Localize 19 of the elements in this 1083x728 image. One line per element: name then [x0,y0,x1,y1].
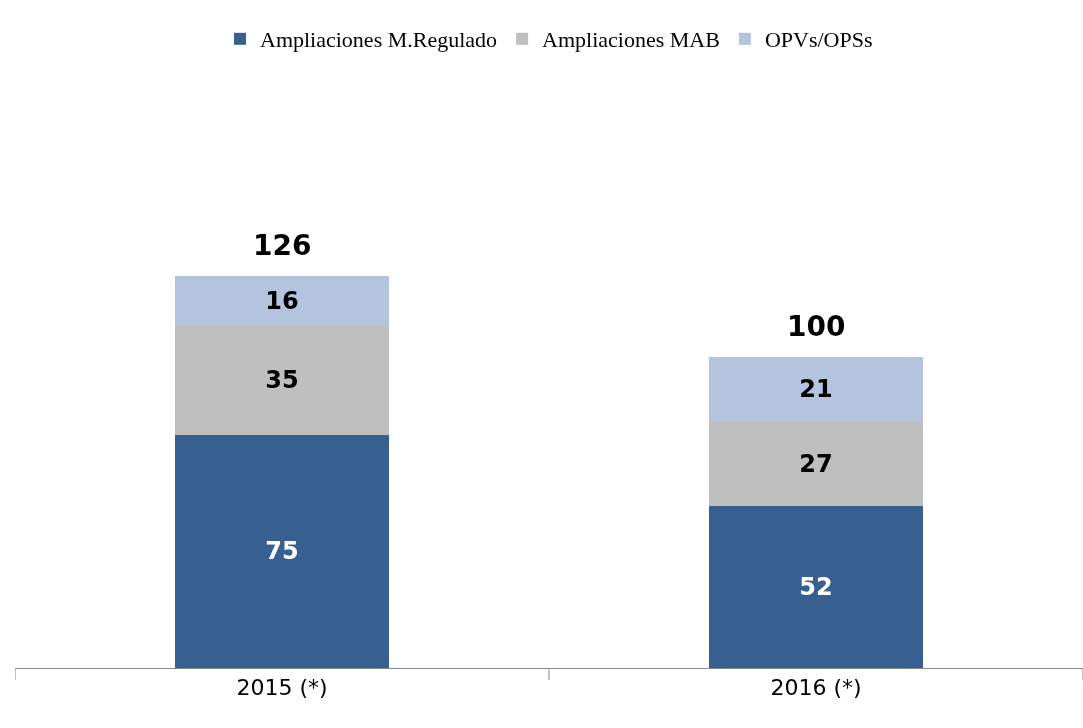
x-tick-label: 2016 (*) [770,675,862,701]
legend-label: Ampliaciones M.Regulado [260,27,498,53]
x-tick-label: 2015 (*) [236,675,328,701]
legend-label: OPVs/OPSs [764,27,873,53]
bar [709,422,923,507]
bar [709,506,923,668]
data-label: 16 [265,286,299,315]
bar [175,325,389,435]
data-label: 35 [265,366,299,395]
total-label: 126 [253,229,312,262]
bar [709,356,923,423]
data-label: 75 [265,537,299,566]
data-label: 52 [799,573,833,602]
data-label: 21 [799,375,833,404]
data-label: 27 [799,450,833,479]
legend-label: Ampliaciones MAB [542,27,720,53]
bar [175,434,389,668]
total-label: 100 [787,310,846,343]
bar [175,275,389,326]
